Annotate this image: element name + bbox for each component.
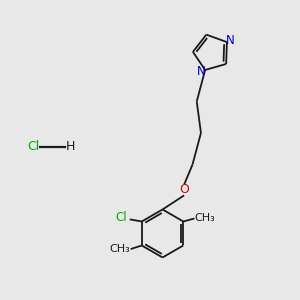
Text: N: N [226, 34, 235, 47]
Text: Cl: Cl [115, 212, 127, 224]
Text: H: H [66, 140, 75, 154]
Text: Cl: Cl [27, 140, 39, 154]
Text: CH₃: CH₃ [194, 214, 215, 224]
Text: N: N [197, 65, 206, 78]
Text: CH₃: CH₃ [110, 244, 130, 254]
Text: O: O [179, 184, 189, 196]
